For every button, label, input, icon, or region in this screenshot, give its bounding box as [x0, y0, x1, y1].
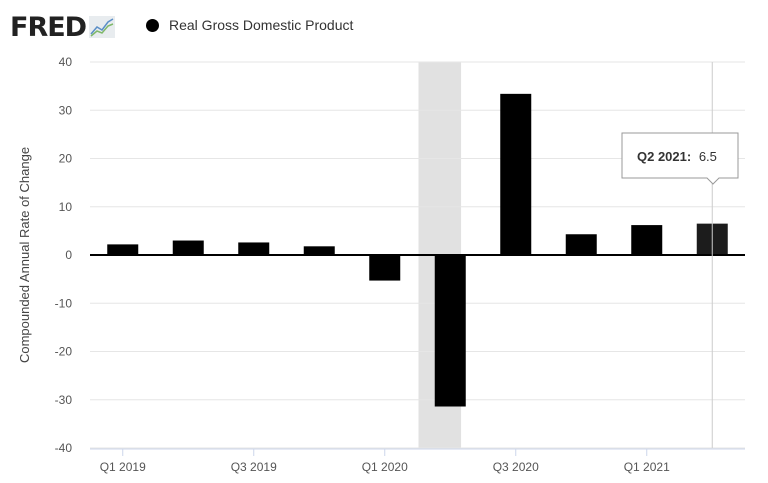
- bar-q2-2020: [434, 255, 466, 407]
- x-tick-label: Q1 2019: [100, 460, 146, 474]
- bar-q1-2020: [369, 255, 401, 281]
- y-tick-label: 30: [59, 103, 73, 117]
- y-tick-label: 10: [59, 200, 73, 214]
- fred-logo[interactable]: FRED: [10, 11, 116, 43]
- y-tick-label: -20: [55, 345, 73, 359]
- x-tick-label: Q1 2020: [362, 460, 408, 474]
- legend-item[interactable]: Real Gross Domestic Product: [146, 17, 353, 33]
- bar-q1-2019: [107, 244, 139, 255]
- y-tick-label: 20: [59, 152, 73, 166]
- y-tick-label: -30: [55, 393, 73, 407]
- tooltip: Q2 2021: 6.5: [621, 132, 739, 185]
- x-tick-label: Q3 2019: [231, 460, 277, 474]
- bar-q3-2019: [238, 242, 270, 255]
- bar-q1-2021: [631, 225, 663, 255]
- fred-logo-text: FRED: [10, 11, 87, 43]
- x-tick-label: Q1 2021: [624, 460, 670, 474]
- tooltip-label: Q2 2021:: [637, 149, 691, 164]
- y-axis-label: Compounded Annual Rate of Change: [17, 147, 32, 363]
- y-tick-label: -10: [55, 296, 73, 310]
- bar-q3-2020: [500, 93, 532, 255]
- bar-q4-2020: [565, 234, 597, 255]
- bar-q2-2019: [172, 240, 204, 255]
- y-tick-label: 0: [65, 248, 72, 262]
- chart-trend-icon: [89, 16, 116, 38]
- x-tick-label: Q3 2020: [493, 460, 539, 474]
- bar-q4-2019: [303, 246, 335, 255]
- legend-label: Real Gross Domestic Product: [169, 17, 354, 33]
- svg-text:Q2 2021: 6.5: Q2 2021: 6.5: [637, 149, 717, 164]
- legend-dot-icon: [146, 18, 159, 32]
- y-tick-label: -40: [55, 441, 73, 455]
- y-tick-label: 40: [59, 55, 73, 69]
- tooltip-value: 6.5: [699, 149, 717, 164]
